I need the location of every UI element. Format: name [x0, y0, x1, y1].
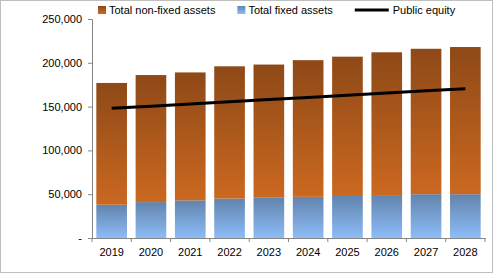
x-tick-label: 2028	[453, 246, 477, 258]
x-separator	[92, 238, 93, 242]
x-tick-label: 2022	[217, 246, 241, 258]
bar	[136, 202, 167, 238]
x-tick: 2026	[375, 238, 399, 258]
y-tick-mark	[88, 107, 92, 108]
bar	[254, 198, 285, 238]
x-tick: 2027	[414, 238, 438, 258]
y-tick-mark	[88, 19, 92, 20]
x-tick-label: 2019	[99, 246, 123, 258]
y-tick: 200,000	[42, 57, 92, 69]
x-separator	[288, 238, 289, 242]
legend-item: Total non-fixed assets	[98, 4, 216, 16]
x-tick: 2024	[296, 238, 320, 258]
legend-item: Total fixed assets	[237, 4, 333, 16]
bar	[96, 83, 127, 205]
y-tick: 100,000	[42, 144, 92, 156]
bar	[411, 49, 442, 194]
x-tick: 2022	[217, 238, 241, 258]
x-tick-label: 2025	[335, 246, 359, 258]
chart: -50,000100,000150,000200,000250,00020192…	[0, 0, 493, 273]
x-separator	[445, 238, 446, 242]
y-axis-line	[88, 20, 93, 239]
x-tick: 2021	[178, 238, 202, 258]
x-tick-label: 2020	[139, 246, 163, 258]
legend: Total non-fixed assets Total fixed assets…	[98, 4, 456, 16]
y-tick-label: 250,000	[42, 13, 82, 25]
bar	[175, 200, 206, 238]
y-tick-mark	[88, 238, 92, 239]
x-tick-label: 2024	[296, 246, 320, 258]
y-tick: 50,000	[48, 188, 92, 200]
x-separator	[485, 238, 486, 242]
y-tick-mark	[88, 150, 92, 151]
bar	[332, 196, 363, 238]
y-tick-mark	[88, 63, 92, 64]
y-tick-label: 150,000	[42, 101, 82, 113]
y-tick-label: 200,000	[42, 57, 82, 69]
x-tick-label: 2026	[375, 246, 399, 258]
x-separator	[367, 238, 368, 242]
x-tick-label: 2023	[257, 246, 281, 258]
bar-series	[96, 47, 480, 205]
y-tick: 250,000	[42, 13, 92, 25]
line	[112, 89, 466, 109]
y-tick-label: -	[78, 232, 82, 244]
x-tick-label: 2021	[178, 246, 202, 258]
bar	[450, 47, 481, 194]
bar	[293, 60, 324, 197]
legend-swatch	[237, 6, 245, 14]
x-tick: 2019	[99, 238, 123, 258]
legend-swatch	[355, 9, 389, 12]
x-separator	[131, 238, 132, 242]
y-tick-label: 100,000	[42, 144, 82, 156]
bar	[254, 65, 285, 198]
y-tick-mark	[88, 194, 92, 195]
bar	[136, 75, 167, 202]
legend-label: Total non-fixed assets	[109, 4, 216, 16]
x-tick-label: 2027	[414, 246, 438, 258]
x-tick: 2025	[335, 238, 359, 258]
bar	[371, 195, 402, 238]
bar	[214, 199, 245, 238]
bar	[175, 72, 206, 200]
x-separator	[170, 238, 171, 242]
chart-border	[1, 1, 493, 273]
x-separator	[209, 238, 210, 242]
x-tick: 2020	[139, 238, 163, 258]
legend-label: Public equity	[393, 4, 456, 16]
bar	[371, 52, 402, 195]
marks	[96, 47, 480, 238]
bar	[411, 194, 442, 238]
y-tick: 150,000	[42, 101, 92, 113]
bar	[214, 66, 245, 198]
bar	[332, 57, 363, 196]
bar	[293, 197, 324, 238]
legend-swatch	[98, 6, 106, 14]
legend-item: Public equity	[355, 4, 456, 16]
legend-label: Total fixed assets	[248, 4, 333, 16]
x-separator	[327, 238, 328, 242]
x-tick: 2028	[453, 238, 477, 258]
y-tick: -	[78, 232, 92, 244]
bar	[96, 205, 127, 238]
y-axis: - 50,000 100,000 150,000 200,000 250,000	[42, 13, 92, 244]
x-separator	[249, 238, 250, 242]
x-separator	[406, 238, 407, 242]
bar	[450, 194, 481, 238]
x-axis: 2019 2020 2021 2022 2023 2024 2025 2026 2027 2028	[92, 238, 486, 258]
y-tick-label: 50,000	[48, 188, 82, 200]
x-tick: 2023	[257, 238, 281, 258]
plot: -50,000100,000150,000200,000250,00020192…	[42, 13, 485, 258]
